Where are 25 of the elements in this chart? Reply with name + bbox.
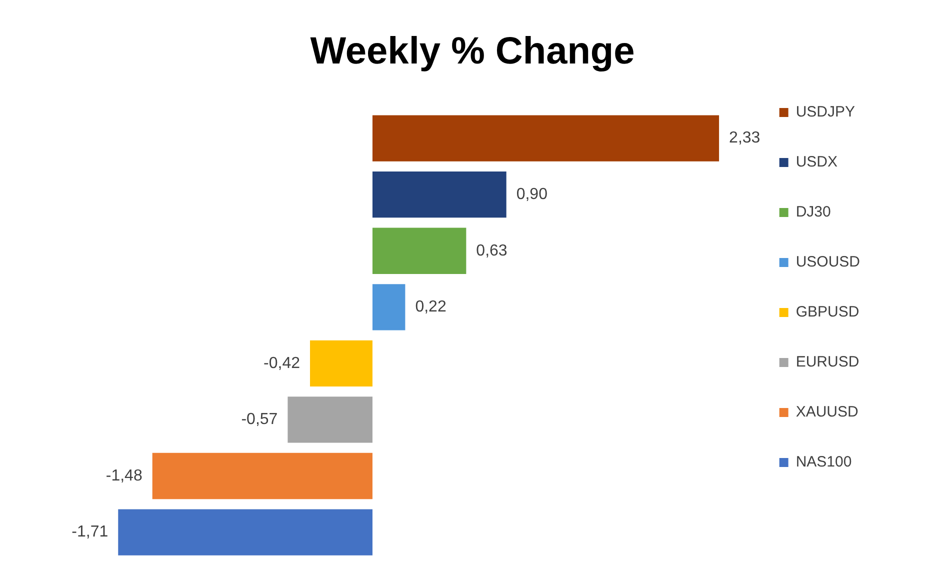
data-label: -0,57 [241,411,278,428]
legend-label: NAS100 [796,454,852,471]
bar [152,452,372,500]
legend-label: DJ30 [796,204,831,221]
data-label: 0,22 [415,298,446,316]
bar [372,284,406,330]
bar [372,228,466,274]
legend-label: EURUSD [796,354,860,371]
data-label: -1,48 [106,467,142,484]
legend-label: USDX [796,154,838,171]
bar [310,340,372,387]
legend-label: USDJPY [796,104,856,121]
data-label: 0,90 [516,186,548,204]
bar [118,509,372,556]
data-label: 0,63 [476,242,508,260]
bar [372,115,720,162]
chart-title: Weekly % Change [310,30,635,72]
bar [372,172,506,218]
data-label: -1,71 [72,524,108,541]
data-label: -0,42 [264,354,300,372]
bar [288,396,372,443]
data-label: 2,33 [729,130,760,147]
legend-label: USOUSD [796,254,860,271]
legend-label: GBPUSD [796,304,860,321]
legend-label: XAUUSD [796,404,859,421]
